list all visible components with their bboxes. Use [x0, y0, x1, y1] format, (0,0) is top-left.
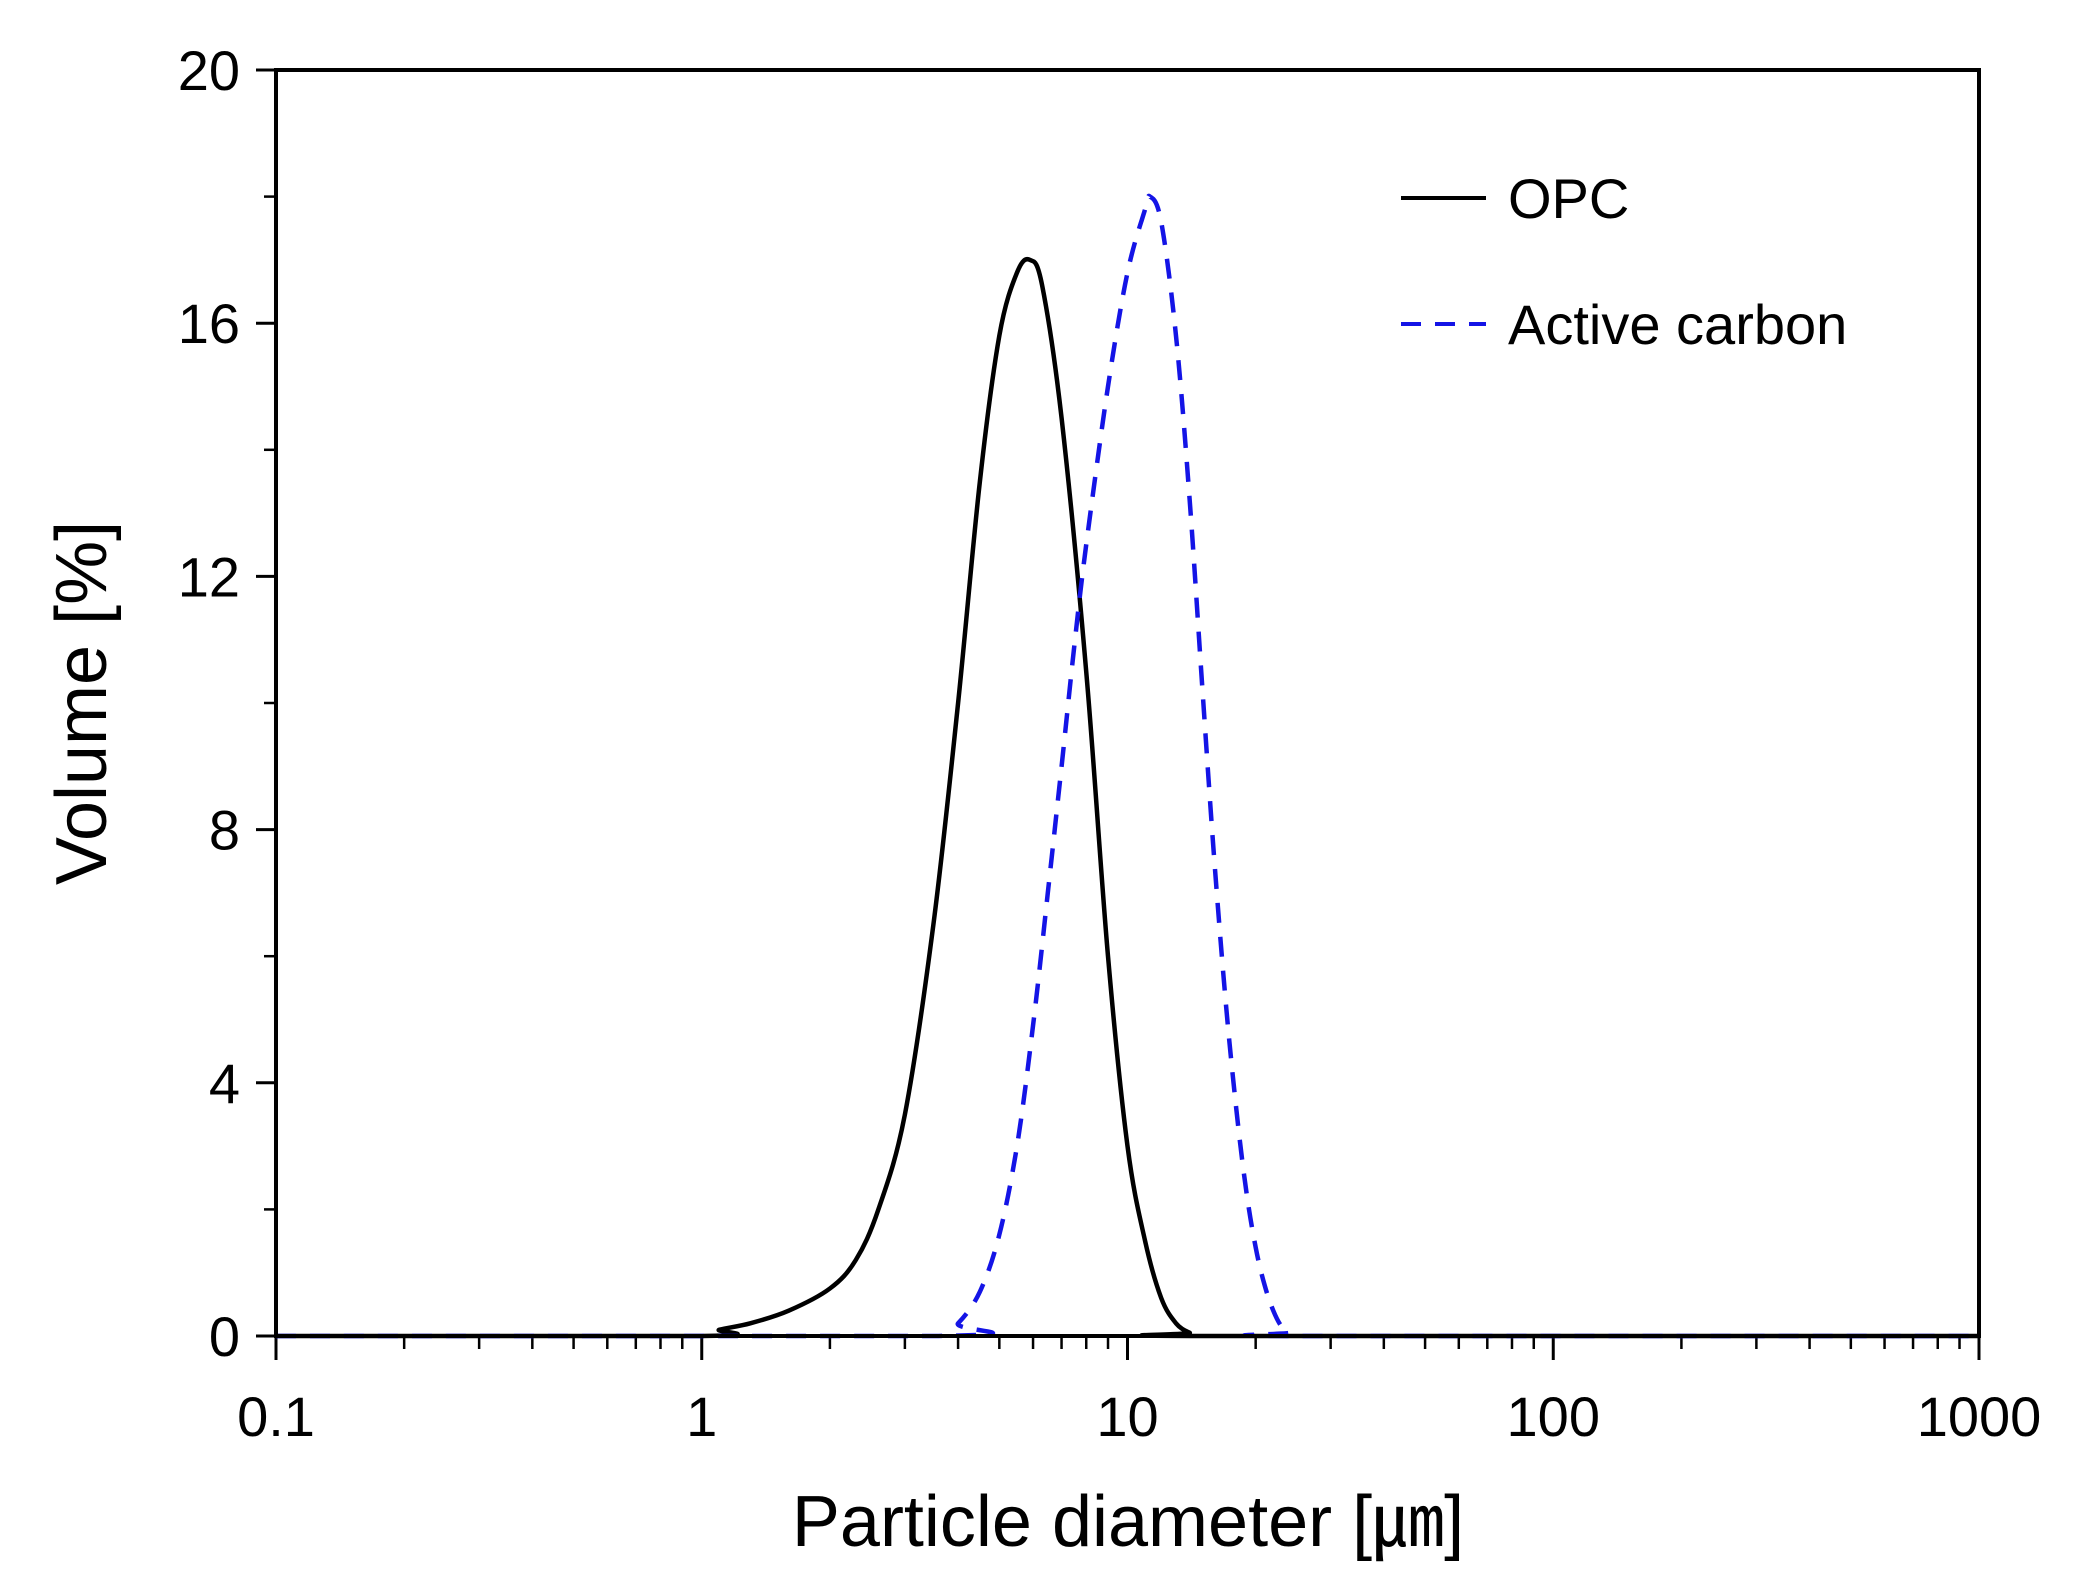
y-tick-label: 12 [178, 545, 240, 608]
x-axis-title: Particle diameter [㎛] [792, 1482, 1464, 1562]
y-tick-label: 8 [209, 799, 240, 862]
y-tick-label: 0 [209, 1305, 240, 1368]
series-line-active-carbon [276, 193, 1979, 1339]
plot-area-frame [274, 68, 1981, 1338]
ticks-layer: 0.1 1 10 100 1000 0 4 8 12 16 20 [178, 39, 2042, 1448]
x-tick-label: 0.1 [237, 1385, 315, 1448]
y-tick-label: 4 [209, 1052, 240, 1115]
x-tick-label: 1000 [1917, 1385, 2042, 1448]
series-layer [276, 193, 1979, 1339]
y-axis-title: Volume [%] [42, 521, 122, 885]
y-tick-label: 20 [178, 39, 240, 102]
y-tick-label: 16 [178, 292, 240, 355]
legend: OPC Active carbon [1401, 167, 1847, 356]
legend-label-active-carbon: Active carbon [1508, 293, 1847, 356]
x-tick-label: 10 [1096, 1385, 1158, 1448]
x-tick-label: 1 [686, 1385, 717, 1448]
x-tick-label: 100 [1507, 1385, 1600, 1448]
legend-label-opc: OPC [1508, 167, 1629, 230]
series-line-opc [276, 256, 1979, 1339]
